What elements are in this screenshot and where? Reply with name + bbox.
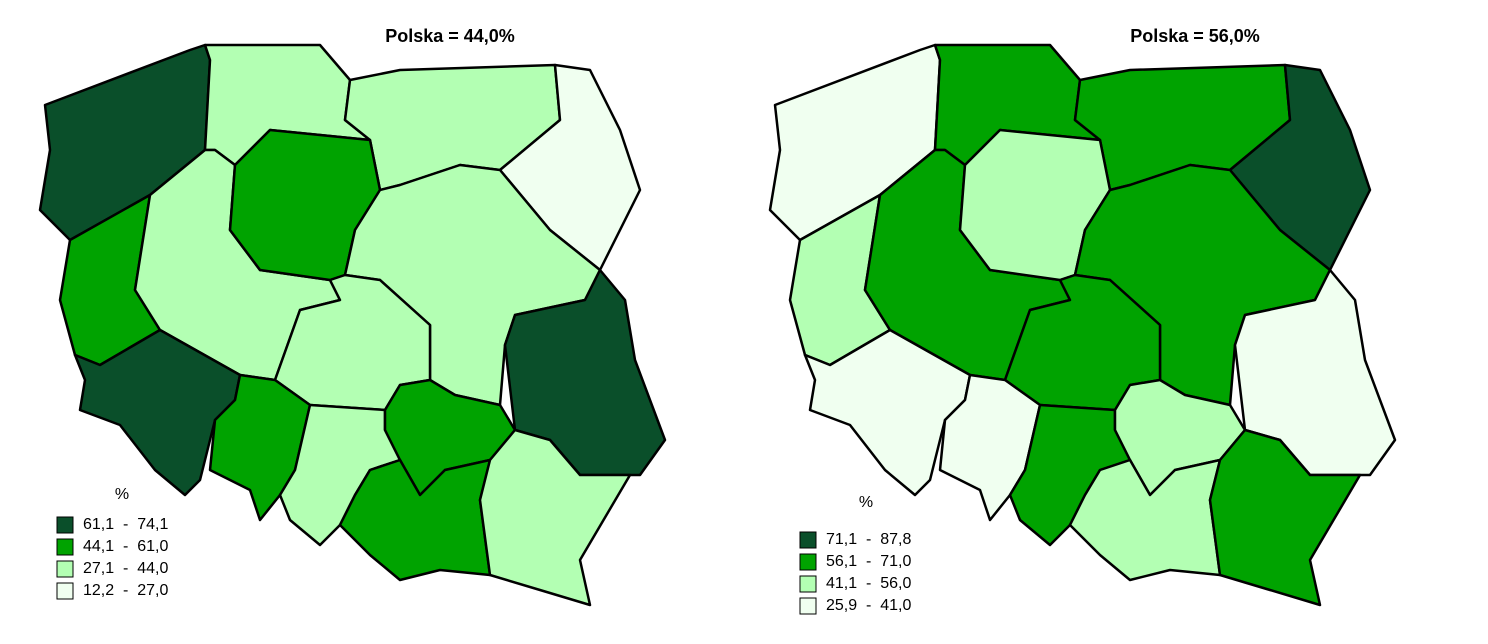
regions <box>768 43 1397 607</box>
legend-swatch <box>56 560 74 578</box>
region <box>1068 458 1222 582</box>
legend-unit: % <box>859 494 873 511</box>
region <box>338 458 492 582</box>
legend-label: 71,1 - 87,8 <box>826 531 911 548</box>
legend-swatch <box>56 538 74 556</box>
region <box>208 373 312 522</box>
legend-swatch <box>799 553 817 571</box>
regions <box>38 43 667 607</box>
map-left: Polska = 44,0% % 61,1 - 74,1 44,1 - 61,0 2… <box>38 26 667 607</box>
legend-unit: % <box>115 486 129 503</box>
legend-swatch <box>799 531 817 549</box>
region <box>938 373 1042 522</box>
legend-label: 12,2 - 27,0 <box>83 582 168 599</box>
legend-swatch <box>799 597 817 615</box>
legend-label: 56,1 - 71,0 <box>826 553 911 570</box>
legend-label: 27,1 - 44,0 <box>83 560 168 577</box>
legend-label: 44,1 - 61,0 <box>83 538 168 555</box>
legend-swatch <box>799 575 817 593</box>
legend-label: 25,9 - 41,0 <box>826 597 911 614</box>
region <box>803 328 972 497</box>
map-title: Polska = 56,0% <box>1130 26 1260 46</box>
map-right: Polska = 56,0% % 71,1 - 87,8 56,1 - 71,0 4… <box>768 26 1397 615</box>
region <box>73 328 242 497</box>
region <box>1208 428 1362 607</box>
legend-swatch <box>56 516 74 534</box>
map-title: Polska = 44,0% <box>385 26 515 46</box>
legend-label: 41,1 - 56,0 <box>826 575 911 592</box>
region <box>478 428 632 607</box>
legend-label: 61,1 - 74,1 <box>83 516 168 533</box>
legend-swatch <box>56 582 74 600</box>
